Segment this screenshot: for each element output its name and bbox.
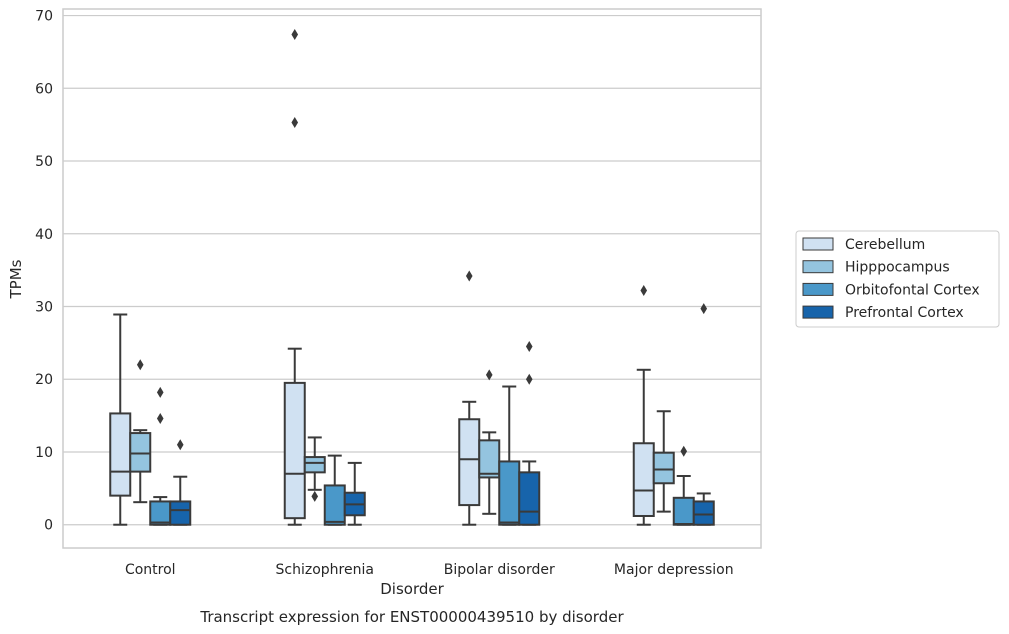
box [283, 381, 306, 520]
box-3-1 [343, 461, 366, 526]
box [303, 456, 326, 474]
box-3-0 [169, 439, 192, 526]
box [478, 439, 501, 479]
y-tick-label: 50 [35, 154, 53, 170]
legend-label: Hipppocampus [845, 260, 950, 276]
legend-item: Prefrontal Cortex [802, 305, 964, 321]
box-plot-area [109, 28, 715, 526]
y-axis-label: TPMs [7, 259, 25, 299]
legend: Cerebellum Hipppocampus Orbitofontal Corte… [795, 230, 1000, 328]
outlier-point [136, 359, 144, 371]
y-tick-label: 30 [35, 300, 53, 316]
box-0-3 [632, 285, 655, 526]
box-1-1 [303, 436, 326, 502]
legend-swatch [802, 237, 834, 251]
box [632, 442, 655, 517]
x-tick-labels: Control Schizophrenia Bipolar disorder Majo… [125, 562, 734, 578]
legend-item: Cerebellum [802, 237, 925, 253]
box-0-2 [458, 270, 481, 526]
outlier-point [291, 28, 299, 40]
y-tick-label: 10 [35, 445, 53, 461]
y-tick-label: 20 [35, 372, 53, 388]
chart-title: Transcript expression for ENST0000043951… [199, 608, 624, 626]
legend-item: Hipppocampus [802, 260, 950, 276]
grid-lines [63, 14, 761, 526]
box-2-3 [672, 445, 695, 526]
outlier-point [700, 303, 708, 315]
box-1-3 [652, 410, 675, 513]
legend-label: Orbitofontal Cortex [845, 282, 980, 298]
box [323, 484, 346, 526]
legend-label: Cerebellum [845, 237, 925, 253]
box [109, 412, 132, 497]
legend-swatch [802, 305, 834, 319]
box-0-0 [109, 313, 132, 526]
box-1-2 [478, 369, 501, 515]
box-1-0 [129, 359, 152, 504]
x-tick-label: Control [125, 562, 176, 578]
box [169, 500, 192, 526]
legend-item: Orbitofontal Cortex [802, 282, 980, 298]
x-tick-label: Major depression [614, 562, 734, 578]
box [518, 471, 541, 526]
box [149, 500, 172, 526]
outlier-point [156, 386, 164, 398]
outlier-point [525, 373, 533, 385]
box [498, 460, 521, 526]
plot-frame [62, 8, 762, 549]
box [672, 496, 695, 526]
outlier-point [156, 413, 164, 425]
legend-swatch [802, 282, 834, 296]
box-2-2 [498, 385, 521, 526]
y-tick-label: 70 [35, 9, 53, 25]
outlier-point [465, 270, 473, 282]
outlier-point [291, 116, 299, 128]
box-2-0 [149, 386, 172, 526]
outlier-point [176, 439, 184, 451]
y-tick-labels: 0 10 20 30 40 50 60 70 [35, 9, 53, 534]
x-axis-label: Disorder [380, 580, 444, 598]
outlier-point [680, 445, 688, 457]
box [652, 451, 675, 485]
box-3-3 [692, 303, 715, 526]
outlier-point [485, 369, 493, 381]
legend-label: Prefrontal Cortex [845, 305, 964, 321]
x-tick-label: Bipolar disorder [444, 562, 555, 578]
outlier-point [311, 490, 319, 502]
box [129, 432, 152, 473]
y-tick-label: 60 [35, 81, 53, 97]
box-2-1 [323, 454, 346, 526]
box-0-1 [283, 28, 306, 526]
legend-frame [795, 230, 1000, 328]
box [458, 418, 481, 507]
x-tick-label: Schizophrenia [276, 562, 374, 578]
y-tick-label: 0 [44, 518, 53, 534]
outlier-point [525, 341, 533, 353]
y-tick-label: 40 [35, 227, 53, 243]
outlier-point [640, 285, 648, 297]
legend-swatch [802, 260, 834, 274]
box-3-2 [518, 341, 541, 526]
box [692, 500, 715, 526]
